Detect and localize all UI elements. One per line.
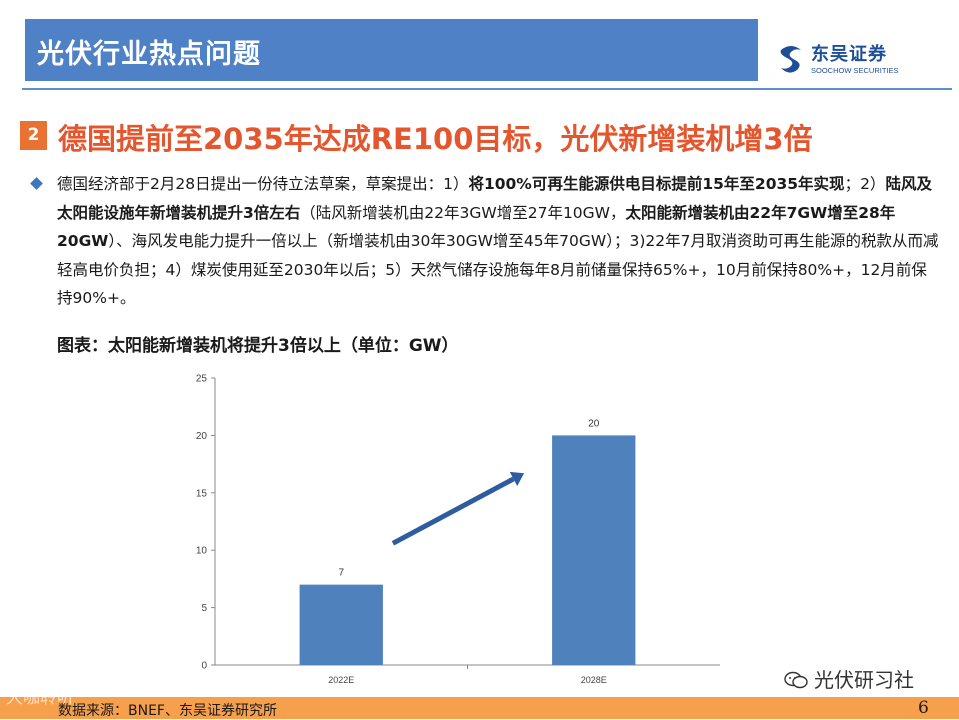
chart-caption: 图表：太阳能新增装机将提升3倍以上（单位：GW） <box>57 336 459 356</box>
data-label: 20 <box>588 418 600 429</box>
body-bold-part: 太阳能新增装机由22年7GW增至28年20GW <box>57 203 896 251</box>
body-bold-part: 将100%可再生能源供电目标提前15年至2035年实现 <box>468 175 845 193</box>
footer-bar <box>0 697 959 719</box>
trend-arrow-shaft <box>391 476 515 546</box>
soochow-logo-icon <box>780 46 801 73</box>
bullet-diamond-icon <box>30 177 43 190</box>
body-text-part: ）、海风发电能力提升一倍以上（新增装机由30年30GW增至45年70GW）；3)… <box>57 232 939 307</box>
y-tick-label: 15 <box>196 488 208 499</box>
header-divider <box>22 88 952 90</box>
body-text-part: ；2） <box>844 175 886 193</box>
x-tick-label: 2028E <box>581 675 607 685</box>
y-tick-label: 10 <box>196 546 208 557</box>
section-number-badge: 2 <box>20 121 47 150</box>
data-label: 7 <box>338 568 344 579</box>
logo-english-name: SOOCHOW SECURITIES <box>811 66 899 75</box>
bar <box>552 435 636 665</box>
body-paragraph: 德国经济部于2月28日提出一份待立法草案，草案提出：1）将100%可再生能源供电… <box>57 170 942 313</box>
page-number: 6 <box>918 698 929 718</box>
header-bar: 光伏行业热点问题 <box>25 19 758 81</box>
watermark-text: 光伏研习社 <box>814 668 914 692</box>
x-tick-label: 2022E <box>328 675 354 685</box>
body-text-part: （陆风新增装机由22年3GW增至27年10GW， <box>300 203 626 222</box>
y-tick-label: 25 <box>196 374 208 385</box>
soochow-logo: 东吴证券 SOOCHOW SECURITIES <box>775 40 925 80</box>
body-bold-part: 陆风及太阳能设施年新增装机提升3倍左右 <box>57 175 932 222</box>
y-tick-label: 20 <box>196 431 208 442</box>
body-text-part: 德国经济部于2月28日提出一份待立法草案，草案提出：1） <box>57 175 469 193</box>
wechat-icon <box>784 671 808 689</box>
y-tick-label: 5 <box>201 603 207 614</box>
y-tick-label: 0 <box>201 661 207 672</box>
bar <box>299 584 383 665</box>
header-title: 光伏行业热点问题 <box>37 39 261 70</box>
data-source: 数据来源：BNEF、东吴证券研究所 <box>58 703 277 719</box>
wechat-watermark: 光伏研习社 <box>784 664 914 693</box>
logo-chinese-name: 东吴证券 <box>811 44 887 65</box>
section-title: 德国提前至2035年达成RE100目标，光伏新增装机增3倍 <box>58 122 813 156</box>
corner-watermark: 大咖聆听 <box>6 688 74 708</box>
trend-arrow-head-icon <box>509 471 525 486</box>
